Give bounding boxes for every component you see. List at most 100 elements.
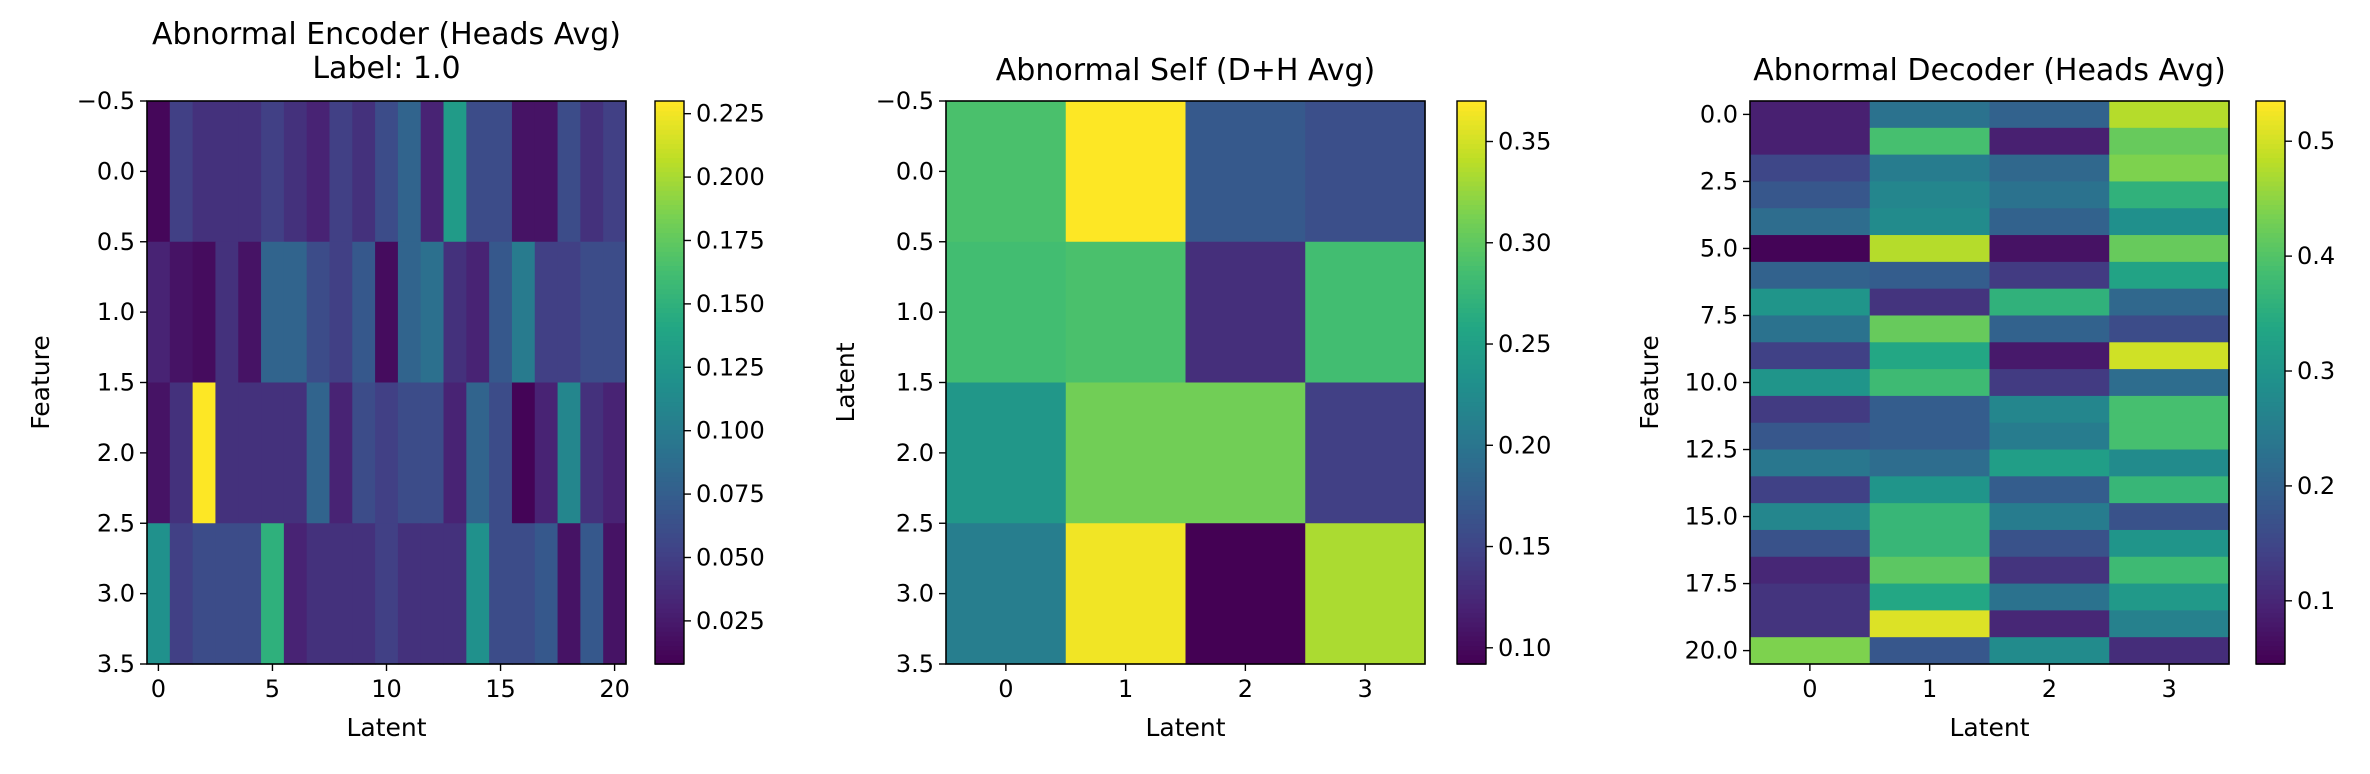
chart2-colorbar-segment (2256, 157, 2285, 163)
chart0-colorbar-segment (655, 377, 684, 384)
chart0-cell (420, 101, 445, 243)
chart2-cell (1869, 637, 1991, 665)
chart0-cell (283, 101, 308, 243)
chart0-colorbar-tick-label: 0.050 (696, 543, 765, 571)
chart2-cell (1869, 208, 1991, 236)
chart0-colorbar-segment (655, 391, 684, 398)
chart0-cell (603, 101, 627, 243)
chart0-colorbar-segment (655, 161, 684, 168)
chart2-cell (1869, 422, 1991, 451)
chart0-cell (603, 241, 627, 384)
chart0-colorbar-segment (655, 471, 684, 478)
chart1-colorbar-segment (1457, 335, 1486, 342)
chart2-cell (1750, 181, 1871, 209)
chart1-colorbar-segment (1457, 237, 1486, 243)
chart2-cell (1869, 342, 1991, 370)
chart1-colorbar-segment (1457, 241, 1486, 248)
chart0-colorbar-segment (655, 509, 684, 515)
chart0-ylabel: Feature (26, 335, 55, 429)
chart2-cell (1989, 154, 2110, 183)
chart0-colorbar-segment (655, 560, 684, 567)
chart1-colorbar-segment (1457, 377, 1486, 384)
chart2-colorbar-tick-label: 0.5 (2297, 127, 2335, 155)
chart0-cell (261, 241, 285, 384)
chart0-colorbar-segment (655, 354, 684, 360)
chart0-colorbar-segment (655, 279, 684, 285)
chart1-colorbar-segment (1457, 288, 1486, 295)
chart2-colorbar-tick-label: 0.4 (2297, 242, 2335, 270)
chart2-y-tick-label: 12.5 (1685, 436, 1738, 464)
chart0-colorbar-segment (655, 481, 684, 487)
chart1-colorbar-segment (1457, 180, 1486, 187)
chart2-colorbar-segment (2256, 335, 2285, 342)
chart1-cell (1305, 101, 1426, 243)
chart2-colorbar-segment (2256, 570, 2285, 576)
chart2-colorbar-segment (2256, 490, 2285, 496)
chart0-cell (466, 241, 490, 384)
chart0-cell (147, 241, 171, 384)
chart0-colorbar-segment (655, 359, 684, 365)
chart2-x-tick-label: 0 (1802, 675, 1817, 703)
chart1-colorbar-segment (1457, 626, 1486, 632)
chart1-colorbar-segment (1457, 143, 1486, 149)
chart1-cell (1185, 101, 1306, 243)
chart0-cell (352, 241, 376, 384)
chart0-colorbar-segment (655, 593, 684, 600)
chart1-colorbar-segment (1457, 452, 1486, 459)
chart1-colorbar-segment (1457, 438, 1486, 445)
chart0-colorbar-tick-label: 0.225 (696, 100, 765, 128)
chart1-colorbar-segment (1457, 312, 1486, 318)
chart0-cell (603, 382, 627, 524)
chart1-colorbar-segment (1457, 382, 1486, 388)
chart0-cell (397, 523, 422, 665)
chart1-colorbar-segment (1457, 570, 1486, 576)
chart2-cell (1989, 556, 2110, 585)
chart2-colorbar-segment (2256, 255, 2285, 262)
chart2-cell (1869, 127, 1991, 156)
chart0-colorbar-segment (655, 485, 684, 492)
chart0-colorbar-segment (655, 424, 684, 431)
chart2-colorbar-segment (2256, 227, 2285, 234)
chart1-colorbar-segment (1457, 574, 1486, 581)
chart0-cell (466, 523, 490, 665)
chart2-colorbar-segment (2256, 190, 2285, 196)
chart1-colorbar-segment (1457, 588, 1486, 595)
chart1-colorbar-segment (1457, 429, 1486, 435)
chart0-cell (489, 523, 513, 665)
chart0-y-tick-label: 2.5 (97, 509, 135, 537)
chart0-cell (192, 101, 217, 243)
chart1-colorbar-segment (1457, 274, 1486, 281)
chart2-colorbar-segment (2256, 110, 2285, 116)
chart1-colorbar-segment (1457, 138, 1486, 145)
chart2-colorbar-segment (2256, 537, 2285, 543)
chart2-colorbar-segment (2256, 396, 2285, 403)
chart1-colorbar-segment (1457, 185, 1486, 191)
chart2-cell (1989, 315, 2110, 343)
chart1-colorbar-segment (1457, 598, 1486, 604)
chart2-colorbar-segment (2256, 603, 2285, 609)
chart0-colorbar-tick-label: 0.200 (696, 163, 765, 191)
chart1-colorbar-segment (1457, 302, 1486, 309)
chart0-colorbar-segment (655, 382, 684, 388)
chart0-cell (306, 382, 331, 524)
chart0-colorbar-segment (655, 321, 684, 327)
chart0-y-tick-label: −0.5 (77, 87, 135, 115)
chart0-colorbar-segment (655, 490, 684, 496)
chart2-cell (1869, 181, 1991, 209)
chart2-ylabel: Feature (1635, 335, 1664, 429)
chart2-colorbar-segment (2256, 147, 2285, 154)
chart0-colorbar-segment (655, 157, 684, 163)
chart2-colorbar-segment (2256, 101, 2285, 107)
chart2-cell (1989, 529, 2110, 558)
chart2-cell (1750, 583, 1871, 611)
chart2-colorbar-segment (2256, 349, 2285, 356)
chart2-colorbar-segment (2256, 607, 2285, 614)
chart2-cell (2109, 315, 2230, 343)
chart1-y-tick-label: 2.5 (896, 509, 934, 537)
chart1-colorbar-segment (1457, 546, 1486, 553)
chart1-colorbar-segment (1457, 401, 1486, 407)
chart0-y-tick-label: 1.5 (97, 369, 135, 397)
chart0-colorbar-segment (655, 438, 684, 445)
chart0-cell (147, 382, 171, 524)
chart2-cell (1750, 127, 1871, 156)
